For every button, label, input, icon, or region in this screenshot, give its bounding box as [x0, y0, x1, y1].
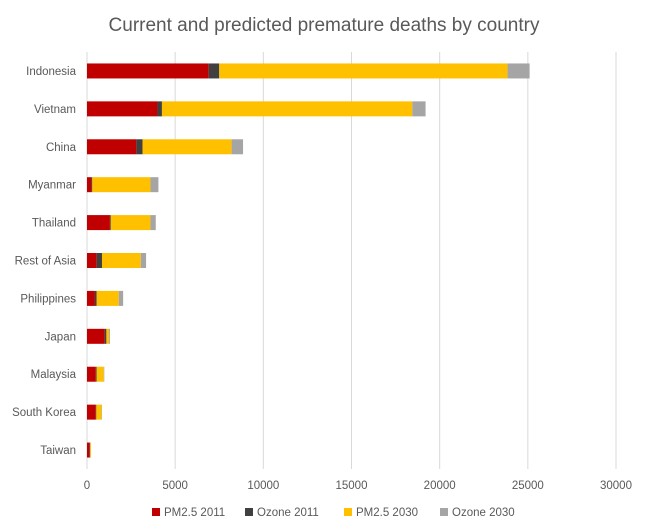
bar-segment: [87, 404, 96, 420]
bar-segment: [87, 177, 92, 193]
bar-segment: [96, 253, 102, 268]
bar-segment: [87, 253, 97, 268]
x-tick-label: 15000: [336, 480, 368, 492]
bars: [87, 63, 530, 458]
bar-segment: [87, 215, 110, 231]
bar-segment: [96, 366, 104, 382]
bar-segment: [92, 177, 151, 193]
bar-segment: [109, 215, 111, 231]
category-label: South Korea: [12, 407, 77, 419]
bar-segment: [106, 328, 110, 344]
bar-segment: [150, 177, 159, 193]
bar-segment: [136, 139, 143, 155]
bar-segment: [94, 290, 97, 306]
bar-segment: [91, 177, 93, 193]
category-label: Indonesia: [26, 66, 76, 78]
bar-segment: [87, 290, 95, 306]
bar-segment: [104, 328, 107, 344]
category-label: Japan: [45, 331, 76, 343]
bar-segment: [95, 404, 97, 420]
x-axis-ticks: 0 5000 10000 15000 20000 25000 30000: [84, 480, 632, 492]
bar-segment: [110, 215, 151, 231]
bar-segment: [87, 101, 158, 117]
bar-segment: [103, 366, 105, 382]
legend-swatch: [245, 508, 253, 516]
category-labels: Indonesia Vietnam China Myanmar Thailand Rest…: [12, 66, 77, 457]
bar-segment: [109, 328, 110, 344]
bar-segment: [507, 63, 530, 79]
bar-segment: [161, 101, 413, 117]
category-label: Myanmar: [28, 180, 76, 192]
x-tick-label: 30000: [600, 480, 632, 492]
bar-segment: [95, 366, 97, 382]
x-tick-label: 0: [84, 480, 90, 492]
legend-label: Ozone 2030: [452, 507, 515, 519]
chart-title: Current and predicted premature deaths b…: [109, 15, 540, 36]
bar-segment: [118, 290, 124, 306]
legend-label: PM2.5 2030: [356, 507, 418, 519]
bar-segment: [87, 328, 105, 344]
bar-segment: [142, 139, 232, 155]
legend-swatch: [440, 508, 448, 516]
legend-label: Ozone 2011: [257, 507, 319, 519]
bar-segment: [87, 139, 137, 155]
bar-segment: [101, 253, 141, 268]
bar-segment: [219, 63, 508, 79]
category-label: Malaysia: [31, 369, 77, 381]
x-tick-label: 20000: [424, 480, 456, 492]
x-tick-label: 25000: [512, 480, 544, 492]
bar-segment: [87, 366, 96, 382]
category-label: Taiwan: [40, 445, 76, 457]
category-label: China: [46, 142, 77, 154]
legend-swatch: [344, 508, 352, 516]
legend-swatch: [152, 508, 160, 516]
bar-segment: [96, 404, 102, 420]
bar-segment: [140, 253, 147, 268]
legend-label: PM2.5 2011: [164, 507, 225, 519]
bar-segment: [150, 215, 156, 231]
x-tick-label: 10000: [247, 480, 279, 492]
bar-segment: [87, 442, 90, 458]
category-label: Philippines: [20, 293, 76, 305]
bar-segment: [412, 101, 426, 117]
category-label: Rest of Asia: [15, 256, 77, 268]
bar-segment: [87, 63, 209, 79]
bar-segment: [96, 290, 119, 306]
x-tick-label: 5000: [162, 480, 188, 492]
bar-segment: [231, 139, 244, 155]
category-label: Vietnam: [34, 104, 76, 116]
category-label: Thailand: [32, 218, 76, 230]
bar-segment: [89, 442, 91, 458]
legend: PM2.5 2011 Ozone 2011 PM2.5 2030 Ozone 2030: [152, 507, 515, 519]
gridlines: [86, 52, 617, 469]
bar-segment: [208, 63, 220, 79]
bar-segment: [157, 101, 162, 117]
